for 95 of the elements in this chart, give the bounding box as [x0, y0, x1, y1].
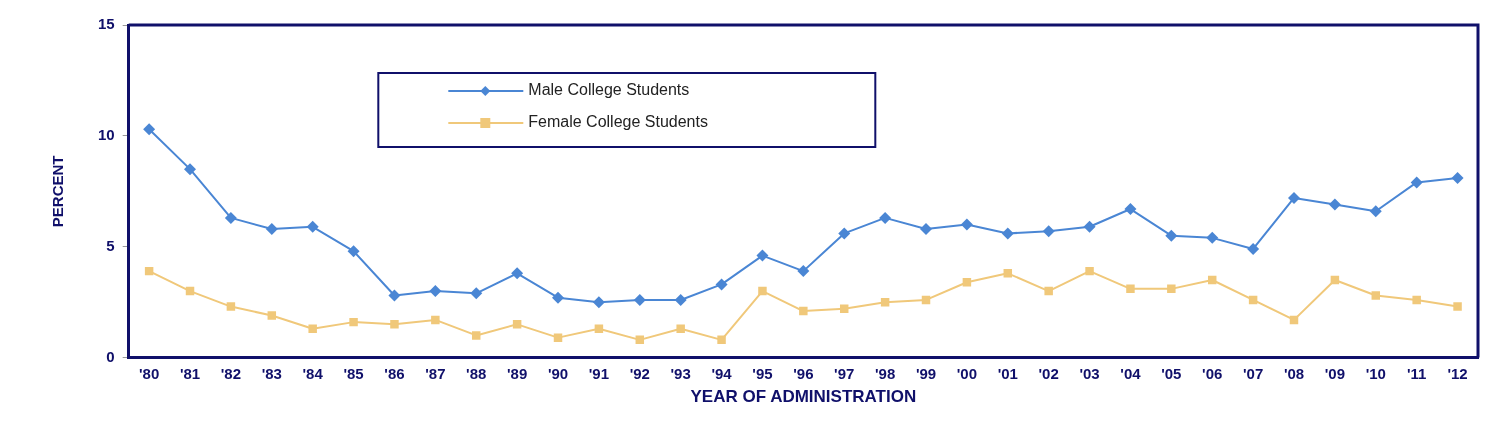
- point: [1003, 269, 1013, 278]
- x-tick-label: '96: [793, 364, 814, 382]
- x-tick-label: '05: [1161, 364, 1182, 382]
- point: [715, 278, 728, 291]
- point: [429, 285, 442, 298]
- point: [1453, 302, 1462, 311]
- point: [920, 223, 933, 235]
- x-tick-label: '09: [1324, 364, 1346, 382]
- x-tick-label: '00: [956, 364, 978, 382]
- point: [552, 291, 565, 304]
- point: [758, 286, 767, 296]
- x-tick-label: '02: [1038, 364, 1059, 382]
- x-tick-label: '99: [915, 364, 937, 382]
- point: [1369, 205, 1382, 218]
- point: [1288, 191, 1300, 204]
- point: [1328, 198, 1341, 211]
- x-tick-label: '84: [302, 364, 324, 382]
- point: [1410, 176, 1423, 189]
- point: [1167, 284, 1176, 294]
- point: [717, 335, 726, 345]
- point: [1044, 286, 1053, 296]
- x-tick-label: '95: [752, 364, 773, 382]
- x-tick-label: '98: [874, 364, 896, 382]
- point: [143, 123, 156, 136]
- point: [1412, 295, 1421, 305]
- point: [226, 302, 236, 311]
- x-tick-label: '04: [1120, 364, 1142, 382]
- x-axis-title: YEAR OF ADMINISTRATION: [690, 387, 917, 407]
- point: [1085, 266, 1094, 276]
- point: [1001, 227, 1014, 240]
- point: [838, 227, 851, 240]
- x-tick-label: '83: [261, 364, 282, 382]
- legend-label: Female College Students: [528, 113, 708, 131]
- x-tick-label: '01: [997, 364, 1018, 382]
- point: [879, 211, 892, 224]
- x-tick-label: '80: [139, 364, 160, 382]
- x-tick-label: '92: [629, 364, 650, 382]
- point: [1126, 284, 1135, 294]
- point: [1451, 172, 1464, 184]
- point: [308, 324, 317, 334]
- y-axis-title: PERCENT: [49, 155, 67, 228]
- x-tick-label: '97: [834, 364, 855, 382]
- x-tick-label: '90: [547, 364, 569, 382]
- point: [224, 211, 237, 224]
- point: [347, 245, 360, 258]
- x-tick-label: '82: [220, 364, 242, 382]
- point: [1124, 203, 1137, 216]
- point: [1083, 220, 1096, 233]
- x-tick-label: '87: [425, 364, 446, 382]
- x-tick-label: '94: [711, 364, 733, 382]
- point: [1247, 242, 1260, 255]
- point: [960, 218, 973, 231]
- point: [470, 287, 483, 300]
- point: [756, 249, 769, 262]
- legend-label: Male College Students: [528, 81, 690, 99]
- point: [267, 311, 277, 320]
- x-tick-label: '91: [588, 364, 610, 382]
- point: [799, 306, 808, 316]
- point: [633, 293, 646, 306]
- point: [306, 220, 319, 233]
- point: [1206, 231, 1219, 244]
- y-tick-label: 10: [98, 126, 115, 144]
- point: [390, 320, 399, 329]
- x-tick-label: '08: [1283, 364, 1305, 382]
- x-tick-label: '93: [670, 364, 691, 382]
- point: [1371, 291, 1381, 300]
- point: [471, 331, 481, 340]
- point: [265, 223, 278, 235]
- point: [797, 265, 810, 278]
- x-tick-label: '03: [1079, 364, 1100, 382]
- x-tick-label: '06: [1202, 364, 1223, 382]
- y-tick-label: 15: [98, 15, 115, 33]
- x-tick-label: '11: [1406, 364, 1427, 382]
- point: [511, 267, 524, 280]
- x-tick-label: '86: [384, 364, 405, 382]
- x-tick-label: '85: [343, 364, 364, 382]
- x-tick-label: '12: [1447, 364, 1468, 382]
- point: [1042, 225, 1055, 238]
- x-tick-label: '10: [1365, 364, 1386, 382]
- point: [512, 320, 522, 329]
- x-tick-label: '07: [1242, 364, 1264, 382]
- x-tick-label: '81: [179, 364, 201, 382]
- x-tick-label: '88: [466, 364, 487, 382]
- point: [349, 317, 358, 327]
- point: [184, 163, 197, 176]
- point: [553, 333, 563, 342]
- y-tick-label: 5: [106, 236, 115, 254]
- point: [1165, 229, 1178, 242]
- point: [431, 315, 440, 325]
- point: [674, 293, 687, 306]
- point: [676, 324, 685, 334]
- point: [592, 296, 605, 309]
- point: [388, 289, 401, 302]
- y-tick-label: 0: [106, 347, 115, 365]
- x-tick-label: '89: [506, 364, 528, 382]
